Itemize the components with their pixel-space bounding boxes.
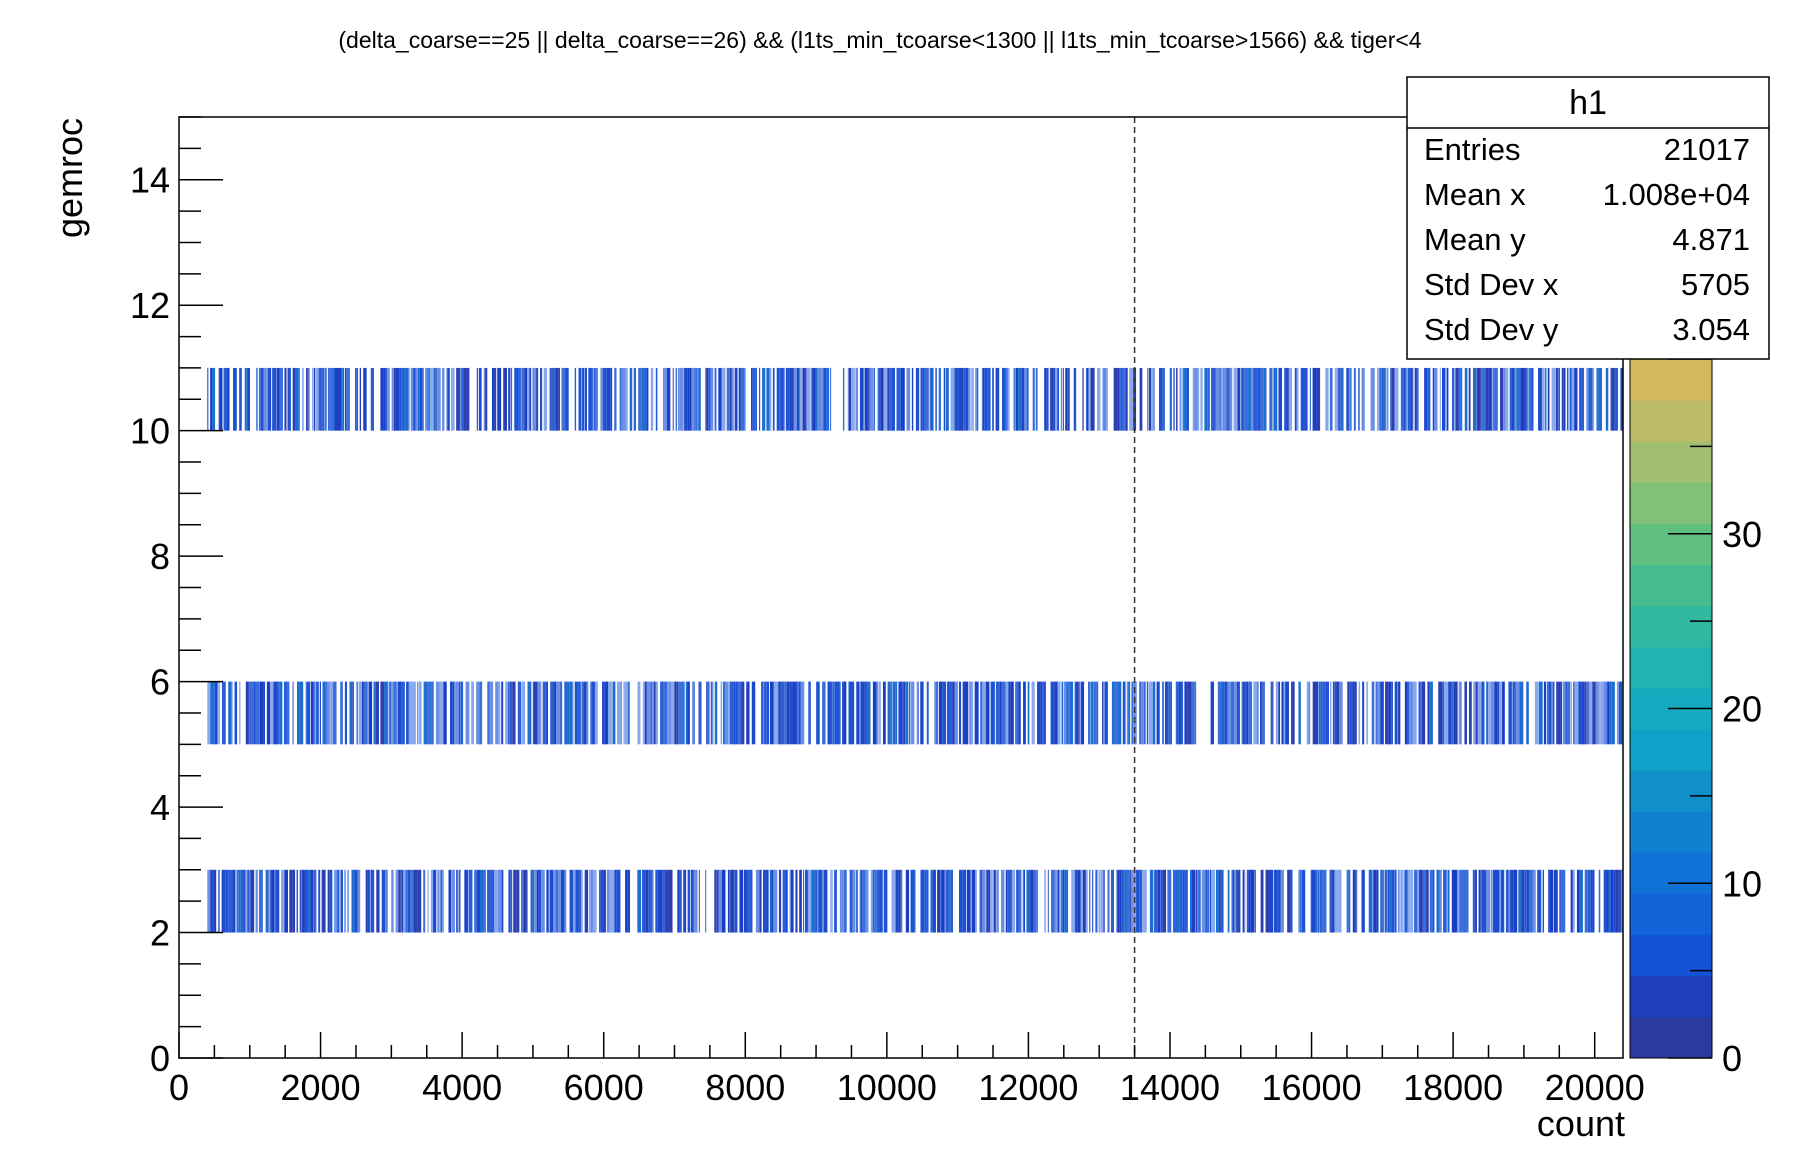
x-tick-label: 16000 — [1261, 1067, 1361, 1108]
colorbar-segment — [1630, 975, 1712, 1018]
x-tick-label: 8000 — [705, 1067, 785, 1108]
x-tick-label: 12000 — [978, 1067, 1078, 1108]
colorbar-segment — [1630, 729, 1712, 771]
colorbar-segment — [1630, 811, 1712, 853]
y-axis-label: gemroc — [49, 118, 90, 238]
x-tick-label: 6000 — [564, 1067, 644, 1108]
x-tick-label: 0 — [169, 1067, 189, 1108]
chart-title: (delta_coarse==25 || delta_coarse==26) &… — [338, 27, 1421, 53]
colorbar-segment — [1630, 564, 1712, 607]
y-tick-label: 2 — [150, 913, 170, 954]
colorbar-segment — [1630, 893, 1712, 936]
colorbar-tick-label: 20 — [1722, 689, 1762, 730]
stats-value: 1.008e+04 — [1603, 177, 1750, 212]
heatmap-band-0 — [207, 869, 1623, 933]
x-tick-label: 14000 — [1120, 1067, 1220, 1108]
stats-label: Std Dev x — [1424, 267, 1559, 302]
y-tick-label: 6 — [150, 662, 170, 703]
y-tick-label: 12 — [130, 285, 170, 326]
heatmap-band-1 — [207, 681, 1623, 745]
y-tick-label: 0 — [150, 1038, 170, 1079]
colorbar-segment — [1630, 359, 1712, 401]
stats-label: Mean y — [1424, 222, 1526, 257]
x-tick-label: 4000 — [422, 1067, 502, 1108]
stats-title: h1 — [1569, 84, 1607, 122]
y-tick-label: 4 — [150, 787, 170, 828]
colorbar-segment — [1630, 400, 1712, 442]
heatmap-band-2 — [207, 367, 1623, 431]
y-tick-label: 10 — [130, 411, 170, 452]
colorbar-segment — [1630, 605, 1712, 648]
colorbar-segment — [1630, 770, 1712, 812]
stats-label: Mean x — [1424, 177, 1526, 212]
colorbar-segment — [1630, 523, 1712, 566]
x-axis: 0 2000 4000 6000 8000 10000 12000 14000 16000 180… — [169, 1032, 1645, 1108]
stats-box: h1 Entries 21017 Mean x 1.008e+04 Mean y 4.87… — [1406, 76, 1770, 360]
x-tick-label: 18000 — [1403, 1067, 1503, 1108]
y-tick-label: 8 — [150, 536, 170, 577]
colorbar-segment — [1630, 934, 1712, 977]
y-tick-label: 14 — [130, 160, 170, 201]
x-axis-label: count — [1537, 1103, 1625, 1144]
stats-label: Entries — [1424, 132, 1520, 167]
stats-value: 21017 — [1664, 132, 1750, 167]
colorbar-segment — [1630, 482, 1712, 524]
stats-label: Std Dev y — [1424, 312, 1559, 347]
colorbar-tick-label: 0 — [1722, 1038, 1742, 1079]
colorbar-segment — [1630, 852, 1712, 895]
colorbar-segment — [1630, 441, 1712, 483]
x-tick-label: 20000 — [1545, 1067, 1645, 1108]
colorbar-segment — [1630, 1016, 1712, 1059]
x-tick-label: 10000 — [837, 1067, 937, 1108]
colorbar-tick-label: 10 — [1722, 863, 1762, 904]
stats-value: 3.054 — [1672, 312, 1750, 347]
colorbar-tick-label: 30 — [1722, 514, 1762, 555]
y-axis: 0 2 4 6 8 10 12 14 — [130, 116, 223, 1079]
colorbar-segment — [1630, 646, 1712, 689]
stats-value: 4.871 — [1672, 222, 1750, 257]
color-scale-bar: 0 10 20 30 — [1629, 358, 1762, 1079]
heatmap-bands — [207, 367, 1623, 933]
x-tick-label: 2000 — [281, 1067, 361, 1108]
stats-value: 5705 — [1681, 267, 1750, 302]
